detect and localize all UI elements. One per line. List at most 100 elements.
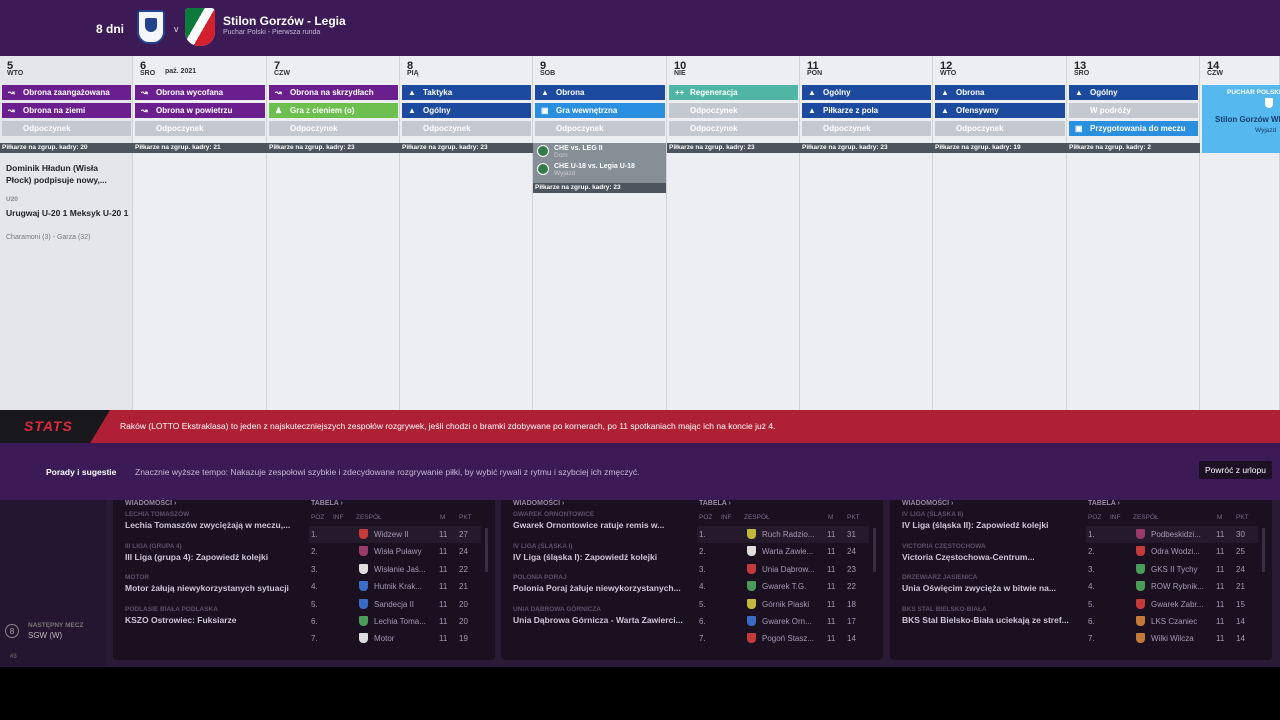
- table-col-pkt[interactable]: PKT: [459, 514, 472, 521]
- table-col-poz[interactable]: POZ: [1088, 514, 1102, 521]
- table-col-pkt[interactable]: PKT: [1236, 514, 1249, 521]
- news-item[interactable]: III LIGA (GRUPA 4) III Liga (grupa 4): Za…: [125, 543, 295, 562]
- table-scrollbar[interactable]: [873, 528, 876, 572]
- fixture-row[interactable]: CHE U-18 vs. Legia U-18 Wyjazd: [537, 163, 635, 177]
- table-row[interactable]: 5. Górnik Piaski 11 18: [697, 596, 869, 613]
- training-session[interactable]: ↝ Obrona zaangażowana: [2, 85, 131, 100]
- table-row[interactable]: 5. Gwarek Zabr... 11 15: [1086, 596, 1258, 613]
- training-session[interactable]: ▣ Gra wewnętrzna: [535, 103, 665, 118]
- training-session[interactable]: Odpoczynek: [2, 121, 131, 136]
- news-headline[interactable]: Dominik Hładun (Wisła Płock) podpisuje n…: [6, 163, 107, 185]
- table-row[interactable]: 3. Unia Dąbrow... 11 23: [697, 561, 869, 578]
- table-col-m[interactable]: M: [440, 514, 446, 521]
- training-session[interactable]: ▲ Ogólny: [1069, 85, 1198, 100]
- away-team-crest-icon[interactable]: [185, 8, 215, 46]
- cup-match-card[interactable]: PUCHAR POLSKI Stilon Gorzów Wlkp. Wyjazd: [1202, 85, 1280, 153]
- calendar-day-13[interactable]: 13 ŚRO ▲ Ogólny W podróży ▣ Przygotowania do m…: [1067, 56, 1200, 410]
- table-col-inf[interactable]: INF: [1110, 514, 1121, 521]
- fixtures-box[interactable]: CHE vs. LEG II Dom CHE U-18 vs. Legia U-18…: [533, 143, 666, 193]
- training-session[interactable]: ▲ Piłkarze z pola: [802, 103, 931, 118]
- training-session[interactable]: Odpoczynek: [669, 103, 798, 118]
- table-col-team[interactable]: ZESPÓŁ: [744, 514, 770, 521]
- news-header-link[interactable]: WIADOMOŚCI ›: [902, 500, 954, 507]
- table-row[interactable]: 2. Wisła Puławy 11 24: [309, 543, 481, 560]
- table-row[interactable]: 7. Pogoń Stasz... 11 14: [697, 630, 869, 647]
- table-header-link[interactable]: TABELA ›: [1088, 500, 1120, 507]
- calendar-day-6[interactable]: 6 ŚRO paź. 2021 ↝ Obrona wycofana ↝ Obrona w p…: [133, 56, 267, 410]
- table-scrollbar[interactable]: [1262, 528, 1265, 572]
- training-session[interactable]: Odpoczynek: [669, 121, 798, 136]
- training-session[interactable]: Odpoczynek: [535, 121, 665, 136]
- training-session[interactable]: ♟ Gra z cieniem (o): [269, 103, 398, 118]
- table-row[interactable]: 5. Sandecja II 11 20: [309, 596, 481, 613]
- news-item[interactable]: VICTORIA CZĘSTOCHOWA Victoria Częstochowa…: [902, 543, 1072, 562]
- training-session[interactable]: Odpoczynek: [402, 121, 531, 136]
- table-row[interactable]: 1. Widzew II 11 27: [309, 526, 481, 543]
- training-session[interactable]: ↝ Obrona na ziemi: [2, 103, 131, 118]
- match-title[interactable]: Stilon Gorzów - Legia: [223, 14, 346, 28]
- table-row[interactable]: 6. Lechia Toma... 11 20: [309, 613, 481, 630]
- training-session[interactable]: ↝ Obrona w powietrzu: [135, 103, 265, 118]
- news-item[interactable]: IV LIGA (ŚLĄSKA II) IV Liga (śląska II): …: [902, 511, 1072, 530]
- table-col-poz[interactable]: POZ: [699, 514, 713, 521]
- training-session[interactable]: ▣ Przygotowania do meczu: [1069, 121, 1198, 136]
- training-session[interactable]: ▲ Ogólny: [402, 103, 531, 118]
- table-row[interactable]: 7. Motor 11 19: [309, 630, 481, 647]
- training-session[interactable]: ▲ Ogólny: [802, 85, 931, 100]
- training-session[interactable]: ↝ Obrona wycofana: [135, 85, 265, 100]
- calendar-day-11[interactable]: 11 PON ▲ Ogólny ▲ Piłkarze z pola Odpoczynek Pi…: [800, 56, 933, 410]
- table-col-team[interactable]: ZESPÓŁ: [356, 514, 382, 521]
- news-item[interactable]: GWAREK ORNONTOWICE Gwarek Ornontowice rat…: [513, 511, 683, 530]
- news-item[interactable]: MOTOR Motor żałują niewykorzystanych sytu…: [125, 574, 295, 593]
- calendar-day-10[interactable]: 10 NIE ++ Regeneracja Odpoczynek Odpoczynek Pi…: [667, 56, 800, 410]
- table-col-inf[interactable]: INF: [333, 514, 344, 521]
- return-from-holiday-button[interactable]: Powróć z urlopu: [1199, 461, 1272, 479]
- news-item[interactable]: PODLASIE BIAŁA PODLASKA KSZO Ostrowiec: F…: [125, 606, 295, 625]
- news-item[interactable]: LECHIA TOMASZÓW Lechia Tomaszów zwyciężaj…: [125, 511, 295, 530]
- training-session[interactable]: ▲ Taktyka: [402, 85, 531, 100]
- news-item[interactable]: UNIA DĄBROWA GÓRNICZA Unia Dąbrowa Górnic…: [513, 606, 683, 625]
- news-header-link[interactable]: WIADOMOŚCI ›: [125, 500, 177, 507]
- table-row[interactable]: 4. Gwarek T.G. 11 22: [697, 578, 869, 595]
- table-col-m[interactable]: M: [828, 514, 834, 521]
- calendar-day-12[interactable]: 12 WTO ▲ Obrona ▲ Ofensywny Odpoczynek Piłkarze…: [933, 56, 1067, 410]
- u20-scorers[interactable]: Charamoni (3) - Garza (32): [6, 234, 91, 241]
- table-row[interactable]: 7. Wilki Wilcza 11 14: [1086, 630, 1258, 647]
- calendar-day-8[interactable]: 8 PIĄ ▲ Taktyka ▲ Ogólny Odpoczynek Piłkarze na…: [400, 56, 533, 410]
- next-match-panel[interactable]: 8 NASTĘPNY MECZ SGW (W) #3: [0, 500, 107, 667]
- table-row[interactable]: 6. Gwarek Orn... 11 17: [697, 613, 869, 630]
- training-session[interactable]: Odpoczynek: [802, 121, 931, 136]
- table-col-inf[interactable]: INF: [721, 514, 732, 521]
- news-item[interactable]: BKS STAL BIELSKO-BIAŁA BKS Stal Bielsko-B…: [902, 606, 1072, 625]
- training-session[interactable]: Odpoczynek: [935, 121, 1065, 136]
- table-col-m[interactable]: M: [1217, 514, 1223, 521]
- table-header-link[interactable]: TABELA ›: [311, 500, 343, 507]
- fixture-row[interactable]: CHE vs. LEG II Dom: [537, 145, 603, 159]
- table-row[interactable]: 2. Warta Zawie... 11 24: [697, 543, 869, 560]
- match-competition[interactable]: Puchar Polski - Pierwsza runda: [223, 29, 321, 36]
- table-row[interactable]: 4. Hutnik Krak... 11 21: [309, 578, 481, 595]
- table-row[interactable]: 3. Wisłanie Jaś... 11 22: [309, 561, 481, 578]
- u20-result[interactable]: Urugwaj U-20 1 Meksyk U-20 1: [6, 208, 129, 218]
- table-scrollbar[interactable]: [485, 528, 488, 572]
- table-row[interactable]: 4. ROW Rybnik... 11 21: [1086, 578, 1258, 595]
- u20-label[interactable]: U20: [6, 196, 18, 203]
- table-col-poz[interactable]: POZ: [311, 514, 325, 521]
- training-session[interactable]: ↝ Obrona na skrzydłach: [269, 85, 398, 100]
- calendar-day-7[interactable]: 7 CZW ↝ Obrona na skrzydłach ♟ Gra z cieniem …: [267, 56, 400, 410]
- training-session[interactable]: Odpoczynek: [135, 121, 265, 136]
- training-session[interactable]: Odpoczynek: [269, 121, 398, 136]
- table-row[interactable]: 2. Odra Wodzi... 11 25: [1086, 543, 1258, 560]
- table-row[interactable]: 1. Podbeskidzi... 11 30: [1086, 526, 1258, 543]
- calendar-day-5[interactable]: 5 WTO ↝ Obrona zaangażowana ↝ Obrona na ziemi…: [0, 56, 133, 410]
- news-item[interactable]: POLONIA PORAJ Polonia Poraj żałuje niewyk…: [513, 574, 683, 593]
- table-header-link[interactable]: TABELA ›: [699, 500, 731, 507]
- table-row[interactable]: 1. Ruch Radzio... 11 31: [697, 526, 869, 543]
- news-header-link[interactable]: WIADOMOŚCI ›: [513, 500, 565, 507]
- training-session[interactable]: ▲ Ofensywny: [935, 103, 1065, 118]
- training-session[interactable]: W podróży: [1069, 103, 1198, 118]
- news-item[interactable]: DRZEWIARZ JASIENICA Unia Oświęcim zwycięż…: [902, 574, 1072, 593]
- training-session[interactable]: ▲ Obrona: [535, 85, 665, 100]
- table-row[interactable]: 6. LKS Czaniec 11 14: [1086, 613, 1258, 630]
- table-col-team[interactable]: ZESPÓŁ: [1133, 514, 1159, 521]
